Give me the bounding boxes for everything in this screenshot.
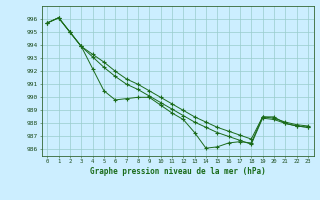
X-axis label: Graphe pression niveau de la mer (hPa): Graphe pression niveau de la mer (hPa) (90, 167, 266, 176)
